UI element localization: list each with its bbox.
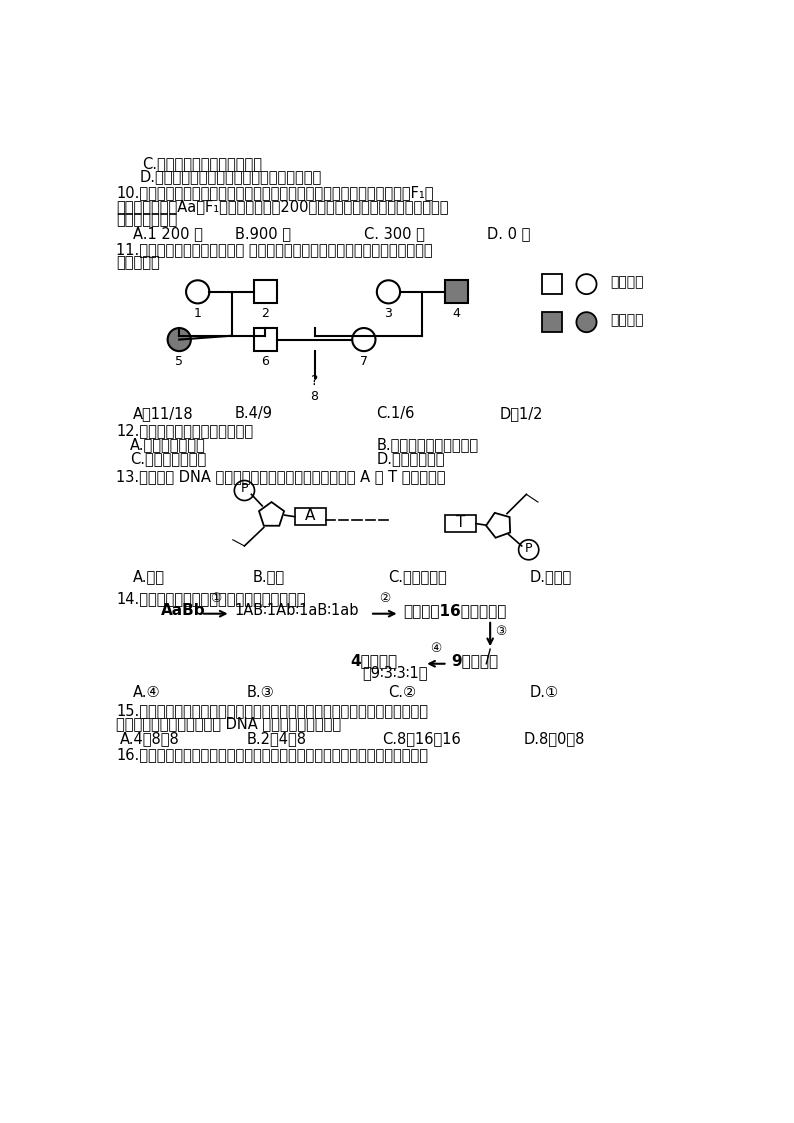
Text: A．11/18: A．11/18 — [133, 405, 194, 421]
Text: C.产生配子的数量: C.产生配子的数量 — [130, 451, 206, 466]
Text: 3: 3 — [384, 308, 392, 320]
Text: 13.下图表示 DNA 分子结构中的一部分，其中连接碱基 A 与 T 的是（　）: 13.下图表示 DNA 分子结构中的一部分，其中连接碱基 A 与 T 的是（ ） — [117, 469, 446, 484]
Bar — [254, 281, 277, 303]
Text: 7: 7 — [360, 355, 368, 368]
Text: 胞中期染色体、染色单体和 DNA 分子数依次是（　）: 胞中期染色体、染色单体和 DNA 分子数依次是（ ） — [117, 716, 341, 731]
Text: 9种基因型: 9种基因型 — [452, 654, 499, 668]
Text: 配子间有16种结合方式: 配子间有16种结合方式 — [403, 603, 507, 618]
Bar — [254, 328, 277, 351]
Text: 12.测交不能推测被测个体（　）: 12.测交不能推测被测个体（ ） — [117, 423, 253, 438]
Text: 1: 1 — [194, 308, 202, 320]
Text: D. 0 个: D. 0 个 — [487, 227, 530, 241]
Text: A.④: A.④ — [133, 685, 160, 701]
Bar — [445, 515, 476, 532]
Text: 11.下图是某种由一对遗传因子 控制的遗传病的系谱图，图中８号个体患病的概: 11.下图是某种由一对遗传因子 控制的遗传病的系谱图，图中８号个体患病的概 — [117, 243, 433, 257]
Text: 率是（　）: 率是（ ） — [117, 256, 160, 271]
Text: （9∶3∶3∶1）: （9∶3∶3∶1） — [362, 666, 428, 681]
Text: A: A — [305, 508, 315, 522]
Text: C.磷酸二酯键: C.磷酸二酯键 — [388, 569, 447, 584]
Circle shape — [168, 328, 191, 351]
Text: 2: 2 — [261, 308, 269, 320]
Text: A.遗传因子的组成: A.遗传因子的组成 — [130, 437, 206, 453]
Circle shape — [576, 312, 596, 332]
Text: 5: 5 — [175, 355, 183, 368]
Text: 10.已知番茄红果对黄果为显性，用纯合的红果品种与黄果品种杂交，所得F₁遗: 10.已知番茄红果对黄果为显性，用纯合的红果品种与黄果品种杂交，所得F₁遗 — [117, 185, 434, 201]
Text: 14.下图中能发生基因自由组合过程的是（　）: 14.下图中能发生基因自由组合过程的是（ ） — [117, 592, 306, 606]
Text: ③: ③ — [495, 624, 506, 638]
Text: ④: ④ — [430, 642, 441, 656]
Text: 正常男女: 正常男女 — [611, 275, 644, 290]
Text: B.900 个: B.900 个 — [235, 227, 291, 241]
Text: 患病男女: 患病男女 — [611, 313, 644, 328]
Bar — [542, 312, 562, 332]
Text: C.8、16、16: C.8、16、16 — [383, 731, 461, 746]
Text: AaBb: AaBb — [160, 603, 206, 618]
Bar — [295, 509, 326, 526]
Text: 6: 6 — [261, 355, 269, 368]
Text: C.1/6: C.1/6 — [376, 405, 414, 421]
Text: D.是不是纯合子: D.是不是纯合子 — [376, 451, 445, 466]
Text: C.②: C.② — [388, 685, 417, 701]
Text: B.氢键: B.氢键 — [253, 569, 285, 584]
Text: ②: ② — [380, 592, 391, 605]
Text: P: P — [241, 483, 249, 495]
Text: C. 300 个: C. 300 个 — [364, 227, 425, 241]
Text: 4种表现型: 4种表现型 — [351, 654, 398, 668]
Text: A.4、8、8: A.4、8、8 — [120, 731, 179, 746]
Text: B.2、4、8: B.2、4、8 — [247, 731, 307, 746]
Text: T: T — [456, 514, 465, 530]
Text: A.肽键: A.肽键 — [133, 569, 165, 584]
Bar — [445, 281, 468, 303]
Text: 15.一个动物精原细胞在进行减数分裂过程中形成了４个四分体，则次级精母细: 15.一个动物精原细胞在进行减数分裂过程中形成了４个四分体，则次级精母细 — [117, 703, 429, 718]
Text: C.白花豌豆自交后代全是白花: C.白花豌豆自交后代全是白花 — [142, 156, 262, 172]
Text: D．1/2: D．1/2 — [499, 405, 543, 421]
Text: P: P — [525, 541, 533, 555]
Text: D.8、0、8: D.8、0、8 — [524, 731, 585, 746]
Text: 红果番茄（　）: 红果番茄（ ） — [117, 212, 178, 227]
Bar — [542, 274, 562, 294]
Text: B.③: B.③ — [247, 685, 275, 701]
Text: ①: ① — [210, 592, 222, 605]
Text: 8: 8 — [310, 391, 318, 403]
Text: 4: 4 — [453, 308, 460, 320]
Text: B.产生配子的种类和比例: B.产生配子的种类和比例 — [376, 437, 478, 453]
Text: 16.果蝇的精细胞中有４条染色体，其初级精母细胞中的染色单体和四分体数目: 16.果蝇的精细胞中有４条染色体，其初级精母细胞中的染色单体和四分体数目 — [117, 747, 429, 761]
Text: D.①: D.① — [530, 685, 559, 701]
Text: A.1 200 个: A.1 200 个 — [133, 227, 203, 241]
Text: D.二硫键: D.二硫键 — [530, 569, 572, 584]
Text: ?: ? — [311, 374, 318, 389]
Text: B.4/9: B.4/9 — [235, 405, 272, 421]
Text: 1AB∶1Ab∶1aB∶1ab: 1AB∶1Ab∶1aB∶1ab — [234, 603, 359, 618]
Text: D.白花豌豆与紫花豌豆杂交后代有白花和紫花: D.白花豌豆与紫花豌豆杂交后代有白花和紫花 — [139, 170, 322, 184]
Text: 传因子组成都为Aa，F₁自交，共收获１200个成熟的番茄，从理论上分析，　有: 传因子组成都为Aa，F₁自交，共收获１200个成熟的番茄，从理论上分析， 有 — [117, 199, 449, 213]
